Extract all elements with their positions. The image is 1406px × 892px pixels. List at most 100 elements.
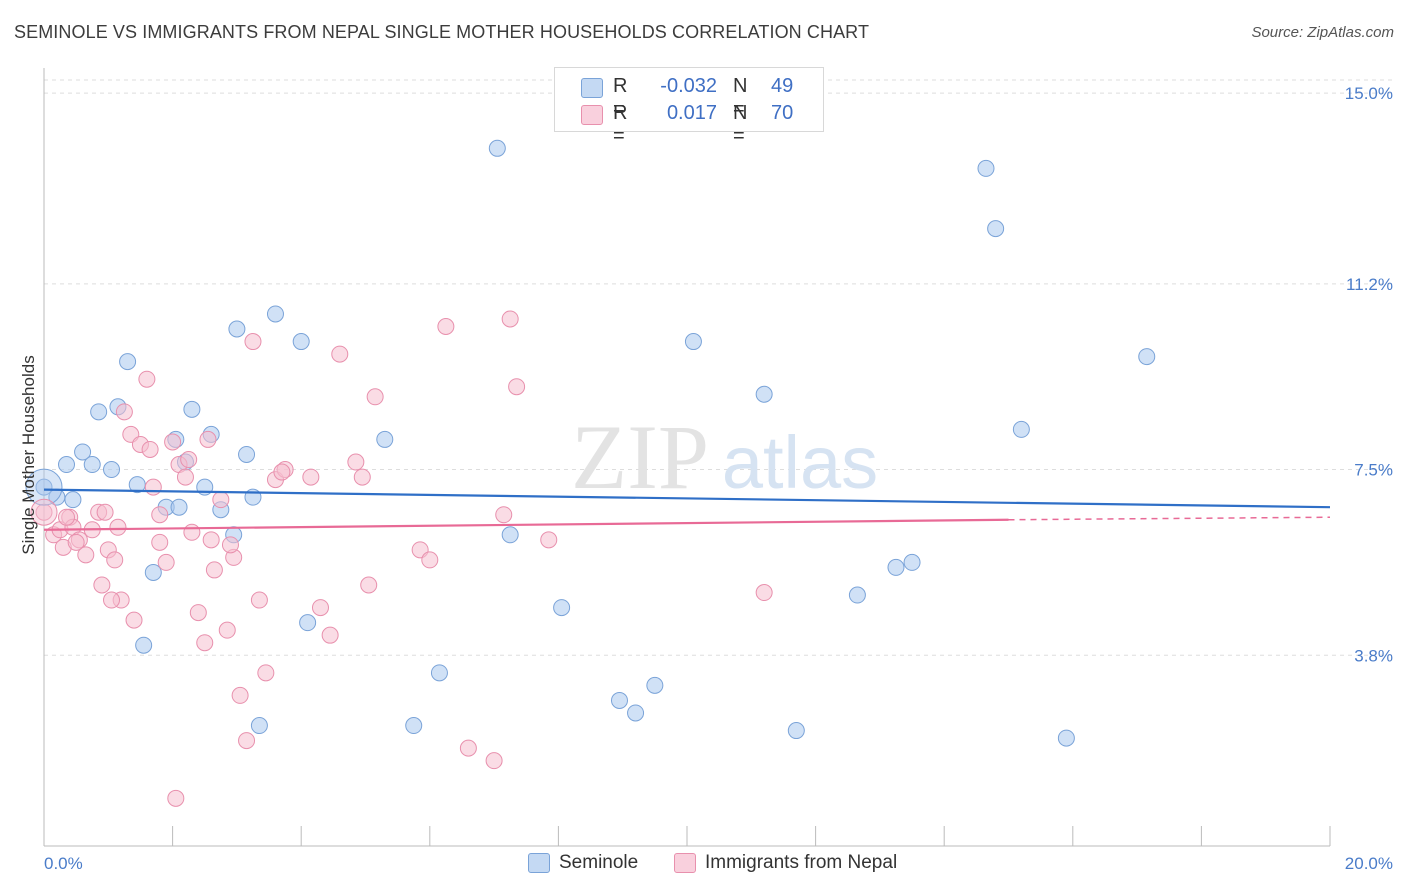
nepal-point: [109, 518, 127, 536]
nepal-point: [115, 403, 133, 421]
tick-labels: 3.8% 7.5% 11.2% 15.0% 0.0% 20.0%: [44, 84, 1393, 873]
y-tick-label: 3.8%: [1354, 646, 1393, 665]
trend-lines: [43, 488, 1331, 531]
watermark: ZIP atlas: [571, 406, 878, 508]
nepal-point: [164, 433, 182, 451]
nepal-point: [77, 546, 95, 564]
r-value: -0.032: [660, 75, 717, 97]
nepal-point: [96, 503, 114, 521]
r-label: R =: [613, 75, 628, 120]
seminole-point: [987, 220, 1005, 238]
n-value: 49: [771, 75, 794, 97]
nepal-point: [138, 370, 156, 388]
y-tick-label: 15.0%: [1345, 84, 1393, 103]
nepal-point: [151, 533, 169, 551]
seminole-point: [553, 599, 571, 617]
nepal-point: [180, 451, 198, 469]
seminole-point: [144, 563, 162, 581]
nepal-point: [495, 506, 513, 524]
seminole-point: [119, 353, 137, 371]
nepal-point: [501, 310, 519, 328]
seminole-point: [25, 468, 63, 506]
nepal-trend-extension: [1008, 516, 1331, 521]
seminole-point: [488, 139, 506, 157]
watermark-atlas: atlas: [722, 421, 878, 504]
r-value: 0.017: [666, 102, 717, 124]
data-points: [25, 139, 1156, 807]
seminole-point: [35, 478, 53, 496]
seminole-point: [83, 456, 101, 474]
nepal-swatch: [581, 105, 603, 125]
nepal-point: [103, 591, 121, 609]
seminole-point: [250, 717, 268, 735]
nepal-point: [321, 626, 339, 644]
nepal-point: [244, 333, 262, 351]
x-tick-label: 0.0%: [44, 854, 83, 873]
seminole-point: [376, 430, 394, 448]
nepal-point: [212, 491, 230, 509]
legend-label: Immigrants from Nepal: [705, 852, 898, 873]
seminole-point: [848, 586, 866, 604]
seminole-swatch: [581, 78, 603, 98]
chart-title: SEMINOLE VS IMMIGRANTS FROM NEPAL SINGLE…: [14, 22, 870, 42]
nepal-point: [221, 536, 239, 554]
nepal-point: [35, 503, 53, 521]
seminole-point: [299, 614, 317, 632]
nepal-point: [311, 599, 329, 617]
n-label: N =: [733, 75, 748, 120]
seminole-point: [64, 491, 82, 509]
nepal-point: [540, 531, 558, 549]
seminole-point: [610, 691, 628, 709]
nepal-point: [58, 508, 76, 526]
seminole-point: [238, 445, 256, 463]
nepal-point: [157, 553, 175, 571]
nepal-point: [485, 752, 503, 770]
seminole-trend-line: [43, 488, 1331, 509]
nepal-point: [141, 440, 159, 458]
seminole-point: [90, 403, 108, 421]
n-label: N =: [733, 102, 748, 147]
nepal-point: [30, 498, 58, 526]
nepal-point: [93, 576, 111, 594]
seminole-point: [977, 159, 995, 177]
nepal-point: [250, 591, 268, 609]
seminole-point: [787, 722, 805, 740]
nepal-point: [125, 611, 143, 629]
nepal-point: [360, 576, 378, 594]
seminole-point: [58, 456, 76, 474]
seminole-point: [501, 526, 519, 544]
nepal-point: [183, 523, 201, 541]
nepal-point: [199, 430, 217, 448]
y-tick-label: 11.2%: [1346, 275, 1393, 294]
y-axis-label: Single Mother Households: [19, 355, 38, 554]
seminole-point: [170, 498, 188, 516]
seminole-point: [627, 704, 645, 722]
nepal-point: [366, 388, 384, 406]
seminole-point: [292, 333, 310, 351]
seminole-swatch: [528, 853, 550, 873]
axes: [43, 68, 1331, 847]
legend-label: Seminole: [559, 852, 639, 873]
nepal-swatch: [674, 853, 696, 873]
nepal-point: [189, 604, 207, 622]
seminole-point: [430, 664, 448, 682]
nepal-point: [176, 468, 194, 486]
x-tick-label: 20.0%: [1345, 854, 1393, 873]
nepal-point: [302, 468, 320, 486]
gridlines: [44, 79, 1392, 656]
seminole-point: [405, 717, 423, 735]
nepal-point: [755, 584, 773, 602]
nepal-point: [167, 789, 185, 807]
nepal-point: [218, 621, 236, 639]
seminole-point: [228, 320, 246, 338]
nepal-point: [144, 478, 162, 496]
nepal-point: [238, 732, 256, 750]
seminole-point: [887, 558, 905, 576]
nepal-point: [231, 686, 249, 704]
nepal-point: [257, 664, 275, 682]
r-label: R =: [613, 102, 628, 147]
nepal-point: [202, 531, 220, 549]
nepal-point: [347, 453, 365, 471]
seminole-point: [103, 461, 121, 479]
